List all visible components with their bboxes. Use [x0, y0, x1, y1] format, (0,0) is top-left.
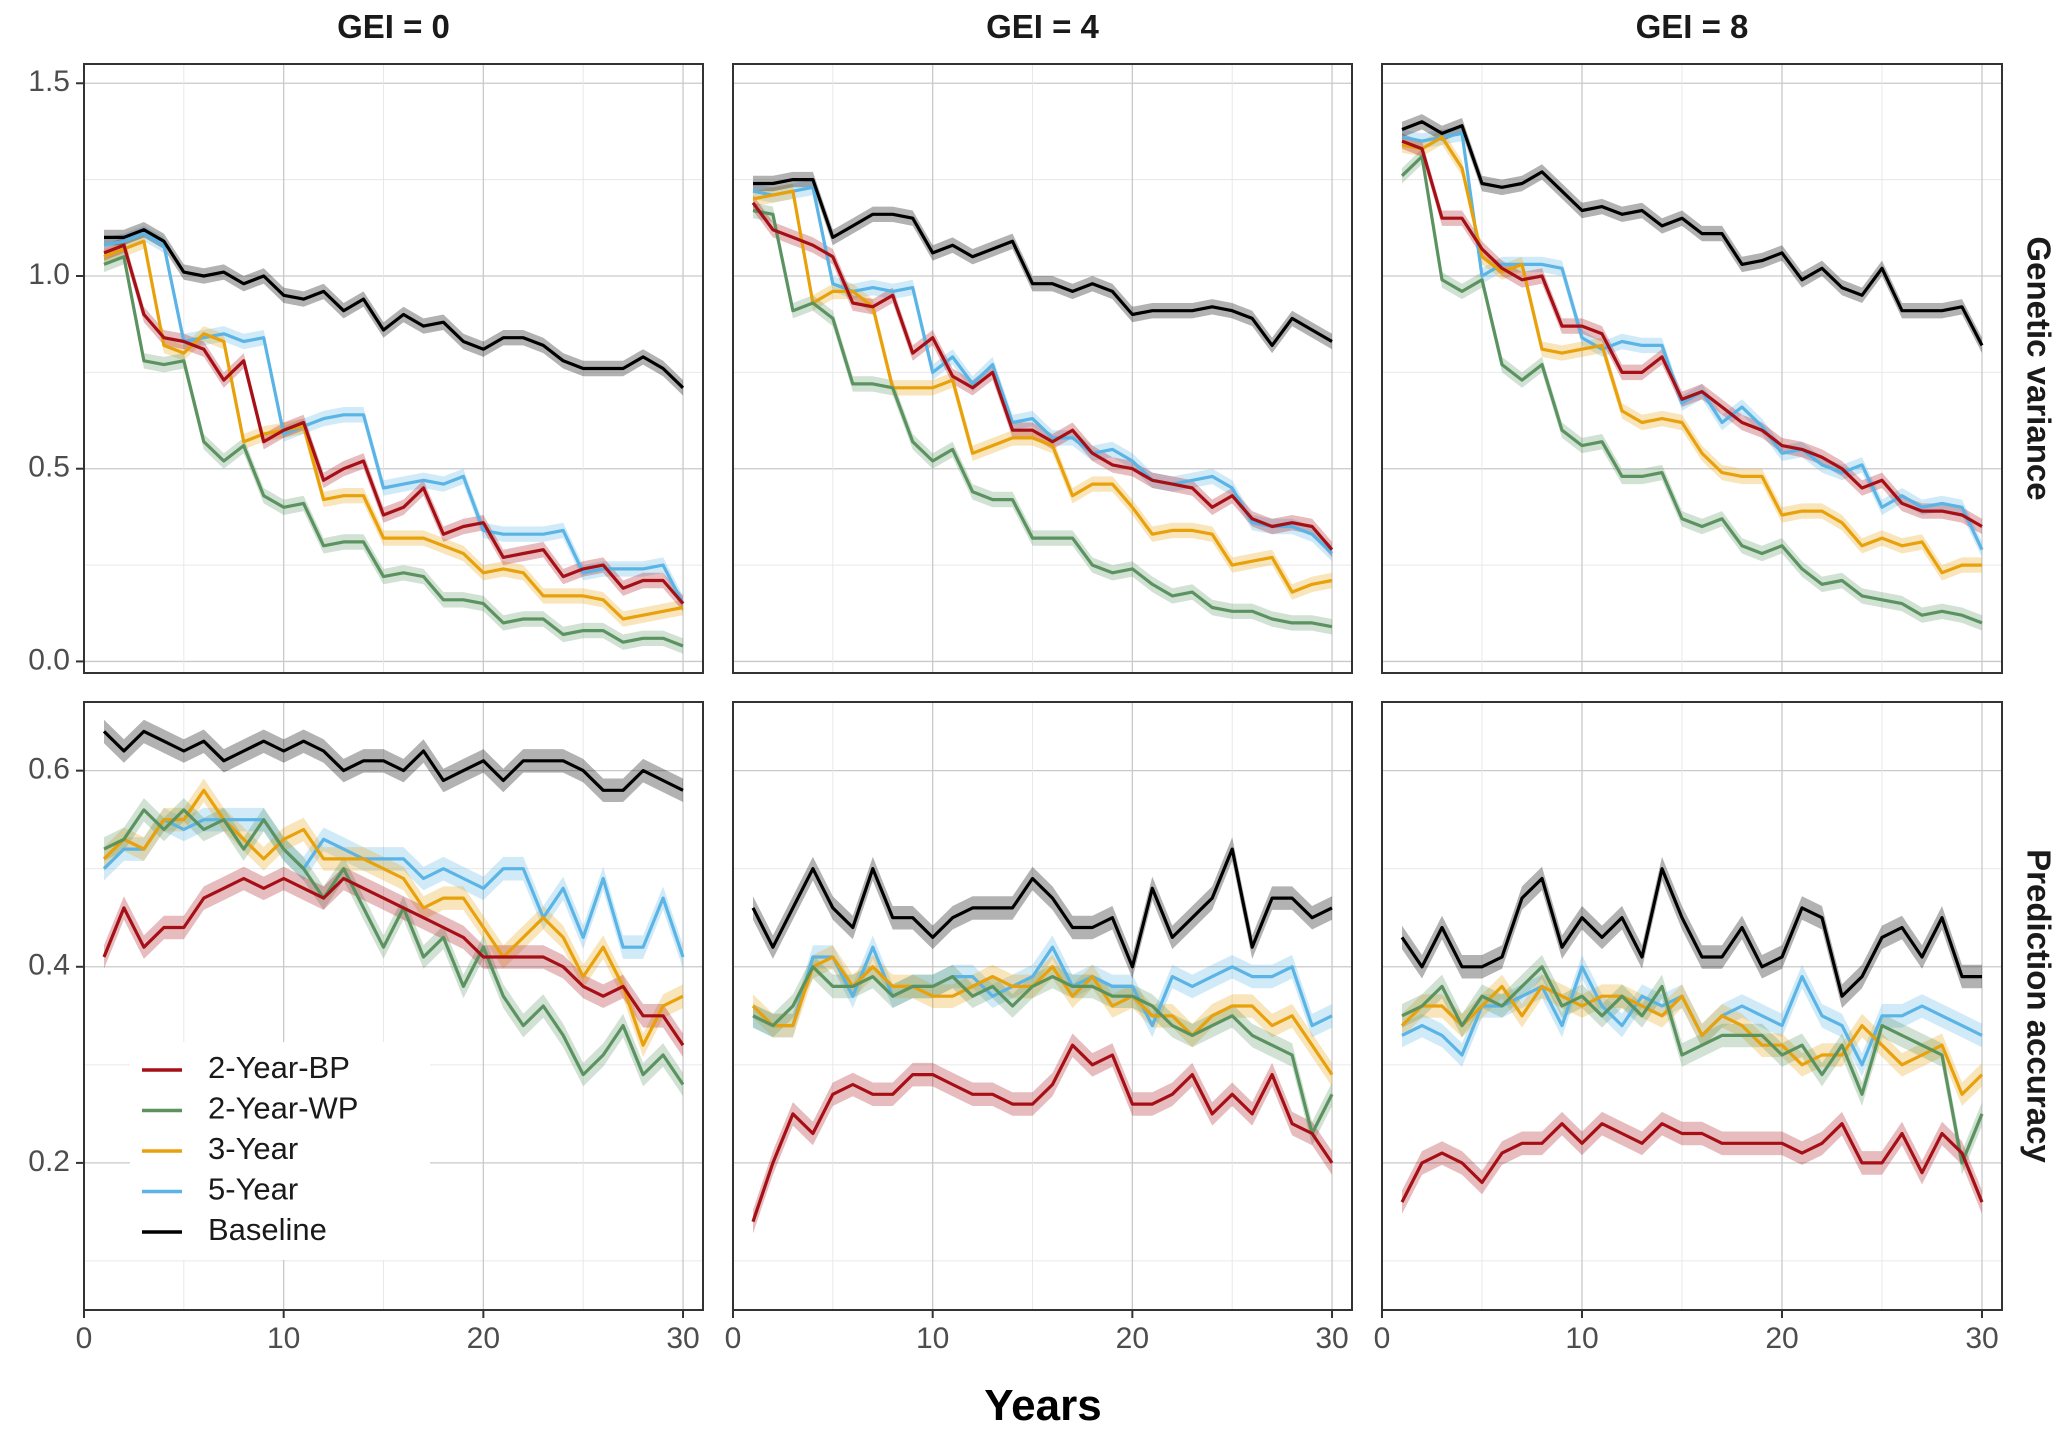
y-tick-label: 0.2	[28, 1145, 70, 1178]
series-line-5-year	[102, 818, 685, 958]
band-5-year	[753, 935, 1332, 1038]
y-tick-label: 0.4	[28, 949, 70, 982]
panel-background	[1382, 64, 2002, 673]
x-tick-label: 20	[1765, 1322, 1798, 1355]
panel-genetic-variance-gei-8	[1381, 63, 2003, 674]
band-5-year	[753, 179, 1332, 562]
y-tick-label: 0.6	[28, 753, 70, 786]
series-line-3-year	[751, 955, 1334, 1076]
series-line-2-year-bp	[102, 876, 685, 1047]
legend-label: 3-Year	[208, 1131, 298, 1166]
panel-border	[83, 63, 704, 674]
band-2-year-wp	[104, 798, 683, 1097]
legend-item-5-year: 5-Year	[142, 1172, 298, 1207]
series-line-3-year	[102, 788, 684, 1047]
panel-border	[1381, 63, 2003, 674]
legend: 2-Year-BP 2-Year-WP 3-Year 5-Year Baseline	[130, 1042, 430, 1260]
series-line-2-year-wp	[752, 208, 1333, 629]
panel-border	[732, 63, 1353, 674]
x-tick-label: 30	[1965, 1322, 1998, 1355]
band-3-year	[104, 778, 683, 1057]
x-tick-label: 20	[467, 1322, 500, 1355]
series-line-3-year	[1400, 984, 1984, 1096]
legend-label: 2-Year-WP	[208, 1091, 358, 1126]
series-line-2-year-bp	[1400, 1122, 1984, 1203]
series-line-baseline	[104, 228, 685, 389]
series-line-baseline	[1400, 867, 1982, 998]
series-line-2-year-bp	[751, 201, 1334, 551]
y-tick-label: 1.0	[28, 258, 70, 291]
x-tick-label: 10	[267, 1322, 300, 1355]
series-line-5-year	[752, 945, 1333, 1028]
panel-border	[1381, 701, 2003, 1311]
band-2-year-bp	[753, 1033, 1332, 1234]
series-line-3-year	[103, 239, 684, 621]
series-line-2-year-wp	[103, 255, 684, 648]
series-line-2-year-wp	[103, 808, 685, 1086]
row-title-prediction-accuracy: Prediction accuracy	[2020, 849, 2057, 1163]
panel-prediction-accuracy-gei-8: 0 10 20 30	[1374, 701, 2003, 1355]
panel-background	[733, 64, 1352, 673]
series-line-2-year-wp	[1401, 965, 1984, 1165]
x-tick-label: 30	[1315, 1322, 1348, 1355]
band-2-year-bp	[753, 195, 1332, 558]
band-3-year	[753, 945, 1332, 1087]
x-tick-label: 30	[666, 1322, 699, 1355]
legend-label: 5-Year	[208, 1172, 298, 1207]
legend-item-3-year: 3-Year	[142, 1131, 298, 1166]
series-line-baseline	[751, 847, 1333, 969]
band-2-year-wp	[753, 955, 1332, 1146]
series-line-2-year-wp	[752, 965, 1334, 1136]
band-5-year	[1402, 125, 1982, 558]
x-axis-title: Years	[984, 1381, 1101, 1430]
series-line-baseline	[1401, 120, 1984, 347]
x-tick-label: 10	[916, 1322, 949, 1355]
legend-item-baseline: Baseline	[142, 1212, 327, 1247]
panel-border	[83, 701, 704, 1311]
series-line-2-year-bp	[1401, 139, 1983, 528]
legend-label: 2-Year-BP	[208, 1050, 350, 1085]
y-tick-label: 0.5	[28, 451, 70, 484]
series-line-2-year-bp	[103, 243, 685, 605]
strip-title-gei-8: GEI = 8	[1636, 8, 1749, 45]
legend-label: Baseline	[208, 1212, 327, 1247]
y-tick-label: 1.5	[28, 65, 70, 98]
strip-title-gei-0: GEI = 0	[337, 8, 450, 45]
x-tick-label: 0	[76, 1322, 93, 1355]
strip-title-gei-4: GEI = 4	[986, 8, 1099, 45]
legend-item-2-year-bp: 2-Year-BP	[142, 1050, 350, 1085]
x-tick-label: 10	[1565, 1322, 1598, 1355]
series-line-baseline	[102, 729, 684, 792]
panel-genetic-variance-gei-0: 0.0 0.5 1.0 1.5	[28, 63, 704, 676]
x-tick-label: 0	[1374, 1322, 1391, 1355]
band-baseline	[753, 171, 1332, 354]
panel-prediction-accuracy-gei-4: 0 10 20 30	[725, 701, 1353, 1355]
x-tick-label: 0	[725, 1322, 742, 1355]
x-tick-label: 20	[1116, 1322, 1149, 1355]
band-baseline	[104, 719, 683, 802]
series-line-2-year-wp	[1400, 154, 1983, 625]
series-line-baseline	[753, 178, 1333, 347]
panel-genetic-variance-gei-4	[732, 63, 1353, 674]
band-2-year-wp	[104, 249, 683, 654]
y-tick-label: 0.0	[28, 643, 70, 676]
band-5-year	[104, 225, 683, 612]
series-line-2-year-bp	[751, 1043, 1334, 1223]
band-baseline	[1402, 114, 1982, 354]
band-3-year	[1402, 974, 1982, 1106]
legend-item-2-year-wp: 2-Year-WP	[142, 1091, 358, 1126]
row-title-genetic-variance: Genetic variance	[2020, 236, 2057, 500]
panel-border	[732, 701, 1353, 1311]
series-line-3-year	[1401, 135, 1982, 575]
